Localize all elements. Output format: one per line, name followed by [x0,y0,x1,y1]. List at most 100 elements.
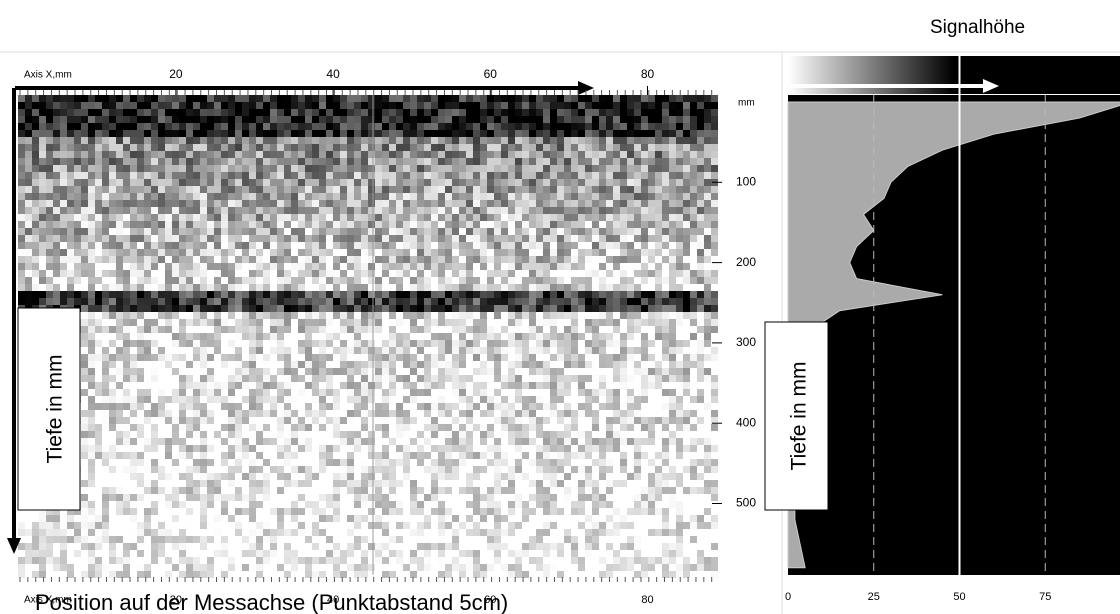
scan-cell [508,228,515,235]
scan-cell [102,487,109,494]
scan-cell [207,557,214,564]
scan-cell [60,186,67,193]
scan-cell [459,207,466,214]
scan-cell [284,459,291,466]
scan-cell [249,424,256,431]
scan-cell [473,571,480,578]
scan-cell [375,466,382,473]
scan-cell [116,305,123,312]
scan-cell [32,235,39,242]
scan-cell [102,438,109,445]
scan-cell [207,137,214,144]
scan-cell [235,480,242,487]
scan-cell [459,291,466,298]
scan-cell [487,151,494,158]
scan-cell [375,508,382,515]
scan-cell [102,389,109,396]
scan-cell [284,228,291,235]
scan-cell [88,291,95,298]
scan-cell [410,417,417,424]
scan-cell [74,165,81,172]
scan-cell [417,501,424,508]
scan-cell [298,137,305,144]
scan-cell [270,256,277,263]
scan-cell [403,263,410,270]
scan-cell [466,452,473,459]
scan-cell [347,529,354,536]
scan-cell [186,207,193,214]
scan-cell [403,466,410,473]
scan-cell [361,424,368,431]
scan-cell [291,501,298,508]
scan-cell [431,235,438,242]
scan-cell [88,536,95,543]
scan-cell [298,480,305,487]
scan-cell [487,186,494,193]
scan-cell [165,529,172,536]
scan-cell [235,263,242,270]
scan-cell [172,361,179,368]
scan-cell [487,515,494,522]
scan-cell [291,522,298,529]
scan-cell [270,466,277,473]
scan-cell [452,228,459,235]
scan-cell [459,417,466,424]
scan-cell [263,263,270,270]
scan-cell [340,151,347,158]
scan-cell [158,193,165,200]
scan-cell [487,193,494,200]
scan-cell [60,102,67,109]
scan-cell [263,151,270,158]
scan-cell [494,256,501,263]
scan-cell [361,396,368,403]
scan-cell [361,319,368,326]
scan-cell [200,389,207,396]
scan-cell [452,536,459,543]
scan-cell [354,242,361,249]
scan-cell [256,340,263,347]
scan-cell [270,571,277,578]
scan-cell [256,487,263,494]
scan-cell [179,571,186,578]
scan-cell [305,459,312,466]
scan-cell [263,326,270,333]
scan-cell [228,333,235,340]
scan-cell [312,312,319,319]
scan-cell [284,242,291,249]
scan-cell [431,214,438,221]
scan-cell [389,151,396,158]
scan-cell [235,368,242,375]
scan-cell [319,298,326,305]
scan-cell [312,494,319,501]
scan-cell [382,165,389,172]
scan-cell [466,550,473,557]
scan-cell [445,298,452,305]
scan-cell [214,564,221,571]
scan-cell [221,200,228,207]
scan-cell [53,242,60,249]
scan-cell [347,368,354,375]
scan-cell [375,333,382,340]
scan-cell [221,214,228,221]
scan-cell [207,536,214,543]
scan-cell [242,214,249,221]
scan-cell [39,550,46,557]
scan-cell [46,522,53,529]
scan-cell [480,452,487,459]
scan-cell [172,291,179,298]
scan-cell [46,151,53,158]
scan-cell [389,466,396,473]
scan-cell [487,95,494,102]
scan-cell [109,326,116,333]
scan-cell [81,319,88,326]
scan-cell [102,256,109,263]
scan-cell [459,172,466,179]
scan-cell [193,466,200,473]
scan-cell [473,452,480,459]
scan-cell [200,424,207,431]
scan-cell [67,536,74,543]
scan-cell [333,130,340,137]
scan-cell [186,242,193,249]
scan-cell [46,571,53,578]
scan-cell [263,130,270,137]
